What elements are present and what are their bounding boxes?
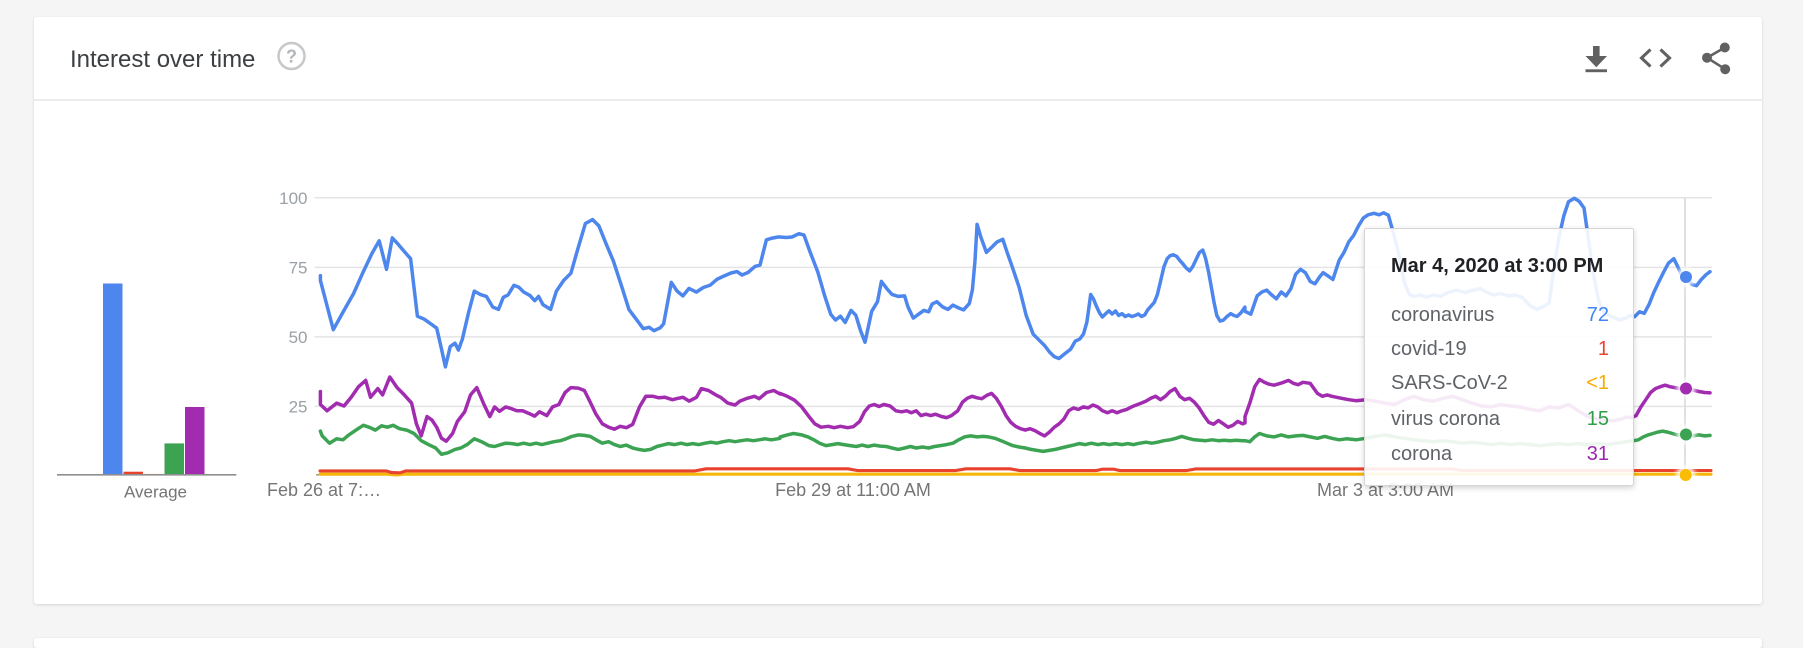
svg-text:50: 50 (289, 328, 308, 347)
svg-text:Feb 29 at 11:00 AM: Feb 29 at 11:00 AM (775, 480, 931, 500)
svg-text:75: 75 (289, 259, 308, 278)
svg-text:25: 25 (289, 398, 308, 417)
svg-text:Average: Average (124, 483, 187, 502)
svg-text:100: 100 (279, 189, 307, 208)
svg-text:Feb 26 at 7:…: Feb 26 at 7:… (267, 480, 381, 500)
svg-text:?: ? (286, 47, 297, 67)
